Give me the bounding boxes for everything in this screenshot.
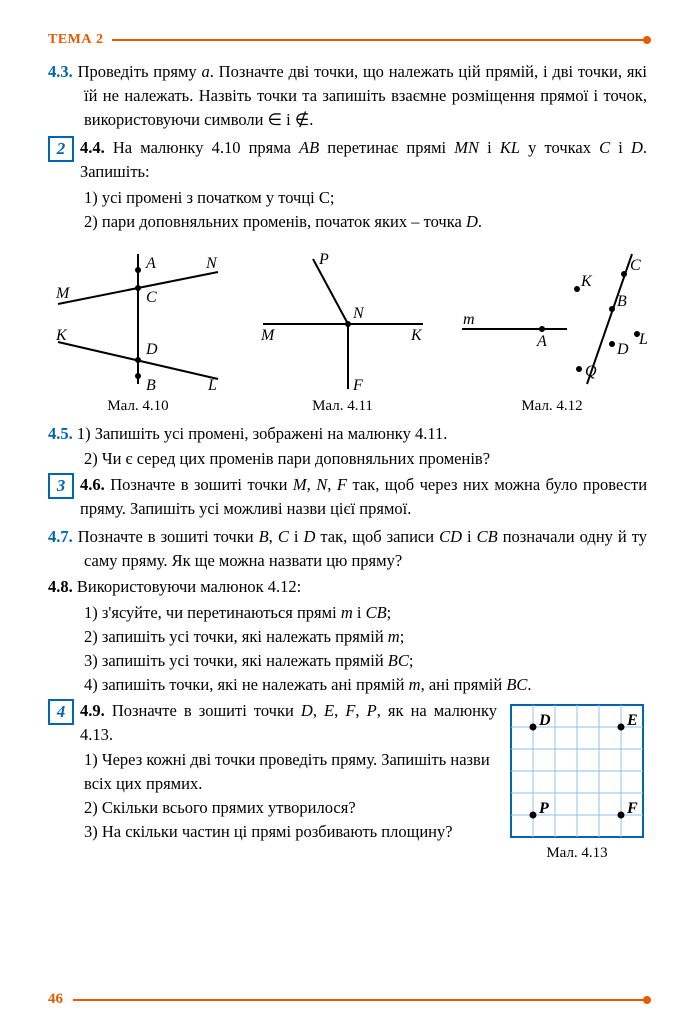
- page-header: ТЕМА 2: [48, 30, 647, 50]
- svg-text:C: C: [146, 289, 157, 306]
- footer-rule: [73, 999, 647, 1001]
- svg-text:D: D: [145, 341, 158, 358]
- svg-text:F: F: [352, 377, 363, 394]
- svg-text:D: D: [616, 341, 629, 358]
- svg-text:N: N: [205, 255, 218, 272]
- svg-text:Q: Q: [585, 363, 597, 380]
- svg-text:B: B: [146, 377, 156, 394]
- fig-4-13-svg: D E P F: [507, 701, 647, 841]
- svg-text:E: E: [626, 712, 638, 729]
- task-text: Позначте в зошиті точки B, C і D так, що…: [78, 527, 647, 570]
- task-4-7: 4.7. Позначте в зошиті точки B, C і D та…: [48, 525, 647, 573]
- task-text: 1) Запишіть усі промені, зображені на ма…: [77, 424, 447, 443]
- task-num: 4.3.: [48, 62, 73, 81]
- fig-caption: Мал. 4.13: [507, 843, 647, 865]
- task-num: 4.6.: [80, 475, 105, 494]
- svg-text:P: P: [538, 800, 549, 817]
- task-4-4-main: 4.4. На малюнку 4.10 пряма AB перетинає …: [80, 136, 647, 184]
- task-text: На малюнку 4.10 пряма AB перетинає прямі…: [80, 138, 647, 181]
- svg-text:D: D: [538, 712, 551, 729]
- svg-text:K: K: [55, 327, 68, 344]
- task-4-5-sub2: 2) Чи є серед цих променів пари доповнял…: [48, 447, 647, 471]
- task-num: 4.5.: [48, 424, 73, 443]
- task-4-4: 2 4.4. На малюнку 4.10 пряма AB перетина…: [48, 134, 647, 186]
- figure-4-10: A N M C K D B L Мал. 4.10: [48, 244, 228, 418]
- task-4-8-sub3: 3) запишіть усі точки, які належать прям…: [48, 649, 647, 673]
- page-number: 46: [48, 989, 63, 1011]
- svg-text:M: M: [55, 285, 71, 302]
- task-4-3: 4.3. Проведіть пряму a. Позначте дві точ…: [48, 60, 647, 132]
- level-badge-2: 2: [48, 136, 74, 162]
- svg-text:M: M: [260, 327, 276, 344]
- svg-text:F: F: [626, 800, 638, 817]
- figure-4-13: D E P F Мал. 4.13: [507, 701, 647, 865]
- svg-text:C: C: [630, 257, 641, 274]
- fig-caption: Мал. 4.11: [253, 396, 433, 418]
- task-4-8: 4.8. Використовуючи малюнок 4.12:: [48, 575, 647, 599]
- figure-4-11: P N M K F Мал. 4.11: [253, 244, 433, 418]
- page-footer: 46: [48, 989, 647, 1011]
- task-4-5: 4.5. 1) Запишіть усі промені, зображені …: [48, 422, 647, 446]
- task-text: Позначте в зошиті точки D, E, F, P, як н…: [80, 701, 497, 744]
- level-badge-3: 3: [48, 473, 74, 499]
- task-num: 4.8.: [48, 577, 73, 596]
- task-4-8-sub4: 4) запишіть точки, які не належать ані п…: [48, 673, 647, 697]
- task-4-4-sub2: 2) пари доповняльних променів, початок я…: [48, 210, 647, 234]
- svg-text:A: A: [145, 255, 156, 272]
- task-text: Позначте в зошиті точки M, N, F так, щоб…: [80, 475, 647, 518]
- svg-text:N: N: [352, 305, 365, 322]
- fig-4-11-svg: P N M K F: [253, 244, 433, 394]
- svg-text:L: L: [207, 377, 217, 394]
- task-4-8-sub2: 2) запишіть усі точки, які належать прям…: [48, 625, 647, 649]
- task-4-9-block: D E P F Мал. 4.13 4 4.9. Позначте в зоши…: [48, 697, 647, 865]
- subtext: 1) усі промені з початком у точці C;: [84, 188, 334, 207]
- figures-row: A N M C K D B L Мал. 4.10 P N M K: [48, 244, 647, 418]
- figure-4-12: C K B m A L D Q Мал. 4.12: [457, 244, 647, 418]
- task-4-8-sub1: 1) з'ясуйте, чи перетинаються прямі m і …: [48, 601, 647, 625]
- header-rule: [112, 39, 648, 41]
- svg-text:K: K: [580, 273, 593, 290]
- svg-text:K: K: [410, 327, 423, 344]
- task-text: Використовуючи малюнок 4.12:: [77, 577, 301, 596]
- svg-text:m: m: [463, 311, 475, 328]
- task-num: 4.7.: [48, 527, 73, 546]
- fig-4-12-svg: C K B m A L D Q: [457, 244, 647, 394]
- task-num: 4.9.: [80, 701, 105, 720]
- svg-text:A: A: [536, 333, 547, 350]
- fig-caption: Мал. 4.10: [48, 396, 228, 418]
- task-4-9: 4 4.9. Позначте в зошиті точки D, E, F, …: [48, 697, 497, 749]
- task-text: Проведіть пряму a. Позначте дві точки, щ…: [78, 62, 647, 129]
- task-4-4-sub1: 1) усі промені з початком у точці C;: [48, 186, 647, 210]
- task-4-9-main: 4.9. Позначте в зошиті точки D, E, F, P,…: [80, 699, 497, 747]
- svg-text:B: B: [617, 293, 627, 310]
- task-num: 4.4.: [80, 138, 105, 157]
- task-4-6: 3 4.6. Позначте в зошиті точки M, N, F т…: [48, 471, 647, 523]
- svg-text:P: P: [318, 251, 329, 268]
- svg-text:L: L: [638, 331, 647, 348]
- fig-caption: Мал. 4.12: [457, 396, 647, 418]
- level-badge-4: 4: [48, 699, 74, 725]
- tema-label: ТЕМА 2: [48, 30, 104, 50]
- fig-4-10-svg: A N M C K D B L: [48, 244, 228, 394]
- task-4-6-main: 4.6. Позначте в зошиті точки M, N, F так…: [80, 473, 647, 521]
